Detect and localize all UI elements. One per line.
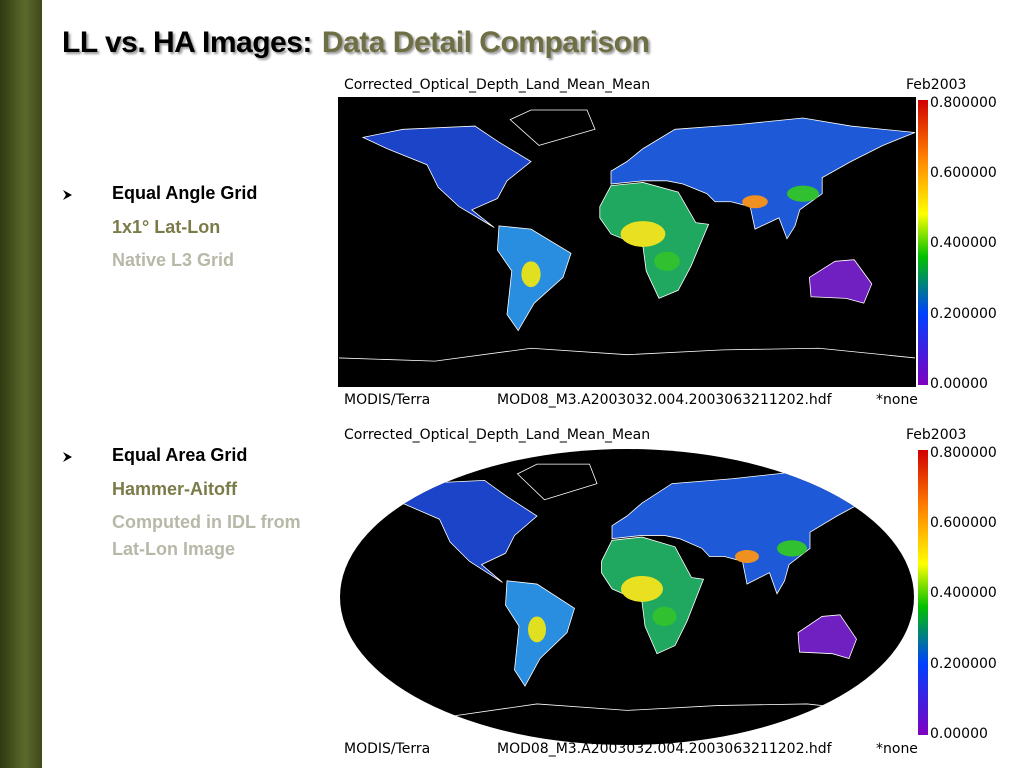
- bullet-heading: Equal Angle Grid: [112, 183, 258, 203]
- title-main: LL vs. HA Images:: [62, 26, 312, 59]
- colorbar: [918, 100, 928, 385]
- colorbar-label: 0.200000: [930, 306, 997, 322]
- colorbar-label: 0.00000: [930, 376, 988, 392]
- file-label: MOD08_M3.A2003032.004.2003063211202.hdf: [497, 741, 833, 757]
- bullet-line: 1x1° Lat-Lon: [112, 217, 221, 237]
- date-label: Feb2003: [906, 427, 966, 443]
- colorbar-label: 0.800000: [930, 95, 997, 111]
- file-label: MOD08_M3.A2003032.004.2003063211202.hdf: [497, 392, 833, 408]
- colorbar-label: 0.200000: [930, 656, 997, 672]
- bullet-line: Hammer-Aitoff: [112, 479, 238, 499]
- bullet-line: Native L3 Grid: [112, 250, 235, 270]
- colorbar: [918, 450, 928, 735]
- bullet-line: Computed in IDL from Lat-Lon Image: [112, 512, 301, 559]
- side-strip: [0, 0, 42, 768]
- instrument-label: MODIS/Terra: [344, 741, 430, 757]
- scale-label: *none: [876, 741, 918, 757]
- scale-label: *none: [876, 392, 918, 408]
- variable-label: Corrected_Optical_Depth_Land_Mean_Mean: [344, 427, 650, 443]
- colorbar-label: 0.800000: [930, 445, 997, 461]
- bullet-arrow: [63, 452, 72, 462]
- title: LL vs. HA Images: Data Detail Comparison: [62, 26, 650, 60]
- instrument-label: MODIS/Terra: [344, 392, 430, 408]
- colorbar-label: 0.600000: [930, 165, 997, 181]
- date-label: Feb2003: [906, 77, 966, 93]
- colorbar-label: 0.400000: [930, 235, 997, 251]
- colorbar-label: 0.00000: [930, 726, 988, 742]
- variable-label: Corrected_Optical_Depth_Land_Mean_Mean: [344, 77, 650, 93]
- title-sub: Data Detail Comparison: [321, 26, 650, 59]
- colorbar-label: 0.600000: [930, 515, 997, 531]
- bullet-heading: Equal Area Grid: [112, 445, 248, 465]
- colorbar-label: 0.400000: [930, 585, 997, 601]
- bullet-arrow: [63, 190, 72, 200]
